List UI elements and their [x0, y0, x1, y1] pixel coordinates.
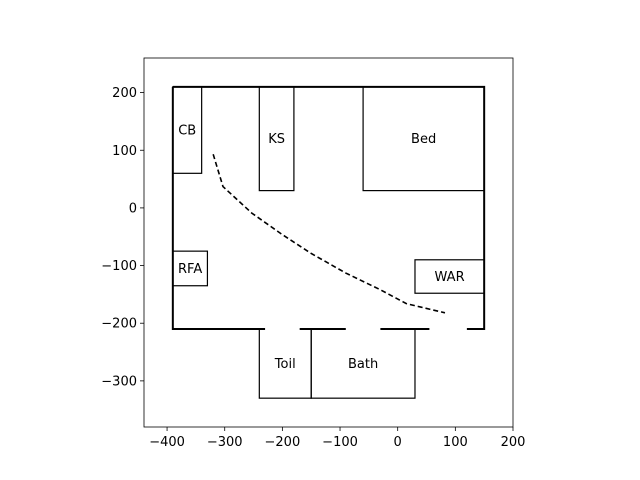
- x-tick-label: 200: [501, 435, 526, 450]
- y-tick: 0: [129, 201, 144, 216]
- x-tick: 200: [501, 427, 526, 450]
- x-tick: −100: [322, 427, 358, 450]
- room-label: CB: [178, 124, 196, 139]
- x-tick-label: 100: [443, 435, 468, 450]
- y-tick-label: 0: [129, 201, 137, 216]
- room-bed: Bed: [363, 87, 484, 191]
- rooms-layer: CB KS Bed RFA WAR Toil Bath: [173, 87, 484, 398]
- axes-frame: [144, 58, 513, 427]
- room-label: KS: [268, 132, 285, 147]
- y-tick-label: −100: [101, 259, 137, 274]
- x-axis-ticks: −400 −300 −200 −100 0 100 200: [149, 427, 525, 450]
- y-tick: 200: [112, 86, 144, 101]
- room-toil: Toil: [259, 329, 311, 398]
- x-tick-label: 0: [394, 435, 402, 450]
- room-label: Toil: [274, 357, 296, 372]
- x-tick: 0: [394, 427, 402, 450]
- room-war: WAR: [415, 260, 484, 293]
- room-bath: Bath: [311, 329, 415, 398]
- y-tick-label: 200: [112, 86, 137, 101]
- x-tick: 100: [443, 427, 468, 450]
- y-tick-label: −200: [101, 317, 137, 332]
- y-axis-ticks: −300 −200 −100 0 100 200: [101, 86, 144, 389]
- x-tick-label: −400: [149, 435, 185, 450]
- room-ks: KS: [259, 87, 294, 191]
- y-tick: −100: [101, 259, 144, 274]
- room-label: WAR: [435, 270, 465, 285]
- x-tick: −300: [207, 427, 243, 450]
- x-tick-label: −100: [322, 435, 358, 450]
- y-tick: −200: [101, 317, 144, 332]
- x-tick-label: −200: [265, 435, 301, 450]
- room-rfa: RFA: [173, 251, 208, 286]
- y-tick-label: −300: [101, 374, 137, 389]
- trajectory-line: [213, 154, 445, 313]
- y-tick: 100: [112, 144, 144, 159]
- x-tick-label: −300: [207, 435, 243, 450]
- y-tick-label: 100: [112, 144, 137, 159]
- room-label: Bath: [348, 357, 378, 372]
- x-tick: −200: [265, 427, 301, 450]
- y-tick: −300: [101, 374, 144, 389]
- room-label: Bed: [411, 132, 436, 147]
- x-tick: −400: [149, 427, 185, 450]
- room-cb: CB: [173, 87, 202, 173]
- path-layer: [213, 154, 445, 313]
- room-label: RFA: [178, 262, 202, 277]
